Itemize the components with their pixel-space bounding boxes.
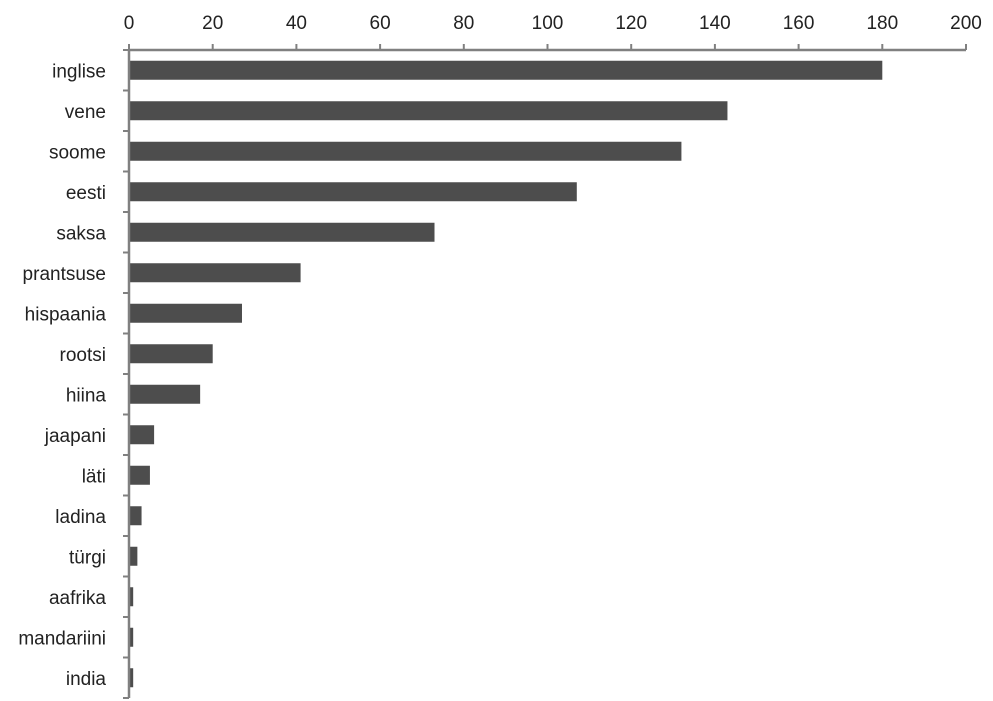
bar-eesti: [130, 182, 577, 202]
bar-türgi: [130, 546, 138, 566]
bar-jaapani: [130, 425, 155, 445]
x-tick-label: 200: [950, 13, 982, 34]
x-tick-label: 120: [615, 13, 647, 34]
category-label: rootsi: [60, 345, 106, 366]
category-label: eesti: [66, 183, 106, 204]
category-label: india: [66, 669, 107, 690]
x-tick-label: 160: [783, 13, 815, 34]
bar-aafrika: [130, 587, 134, 607]
x-tick-label: 180: [866, 13, 898, 34]
x-tick-label: 140: [699, 13, 731, 34]
category-label: türgi: [69, 547, 106, 568]
bars-group: [130, 60, 883, 688]
x-tick-label: 40: [286, 13, 307, 34]
bar-läti: [130, 465, 150, 485]
x-tick-label: 100: [532, 13, 564, 34]
bar-inglise: [130, 60, 883, 80]
category-label: hiina: [66, 385, 107, 406]
category-label: hispaania: [25, 304, 107, 325]
category-label: ladina: [55, 507, 106, 528]
category-label: mandariini: [18, 628, 106, 649]
bar-india: [130, 668, 134, 688]
x-tick-label: 60: [370, 13, 391, 34]
x-axis-ticks: 0 20 40 60 80 100 120 140 160 180 200: [124, 13, 982, 50]
bar-hispaania: [130, 303, 242, 323]
bar-vene: [130, 101, 728, 121]
x-tick-label: 80: [453, 13, 474, 34]
x-tick-label: 20: [202, 13, 223, 34]
bar-prantsuse: [130, 263, 301, 283]
bar-saksa: [130, 222, 435, 242]
category-label: soome: [49, 142, 106, 163]
category-label: saksa: [56, 223, 106, 244]
category-label: läti: [82, 466, 106, 487]
bar-mandariini: [130, 627, 134, 647]
category-label: vene: [65, 102, 106, 123]
y-axis-categories: inglise vene soome eesti saksa prantsuse hispa…: [18, 61, 106, 690]
x-tick-label: 0: [124, 13, 135, 34]
category-label: aafrika: [49, 588, 106, 609]
bar-ladina: [130, 506, 142, 526]
category-label: prantsuse: [23, 264, 106, 285]
bar-rootsi: [130, 344, 213, 364]
category-label: jaapani: [44, 426, 106, 447]
bar-soome: [130, 141, 682, 161]
bar-hiina: [130, 384, 201, 404]
category-label: inglise: [52, 61, 106, 82]
